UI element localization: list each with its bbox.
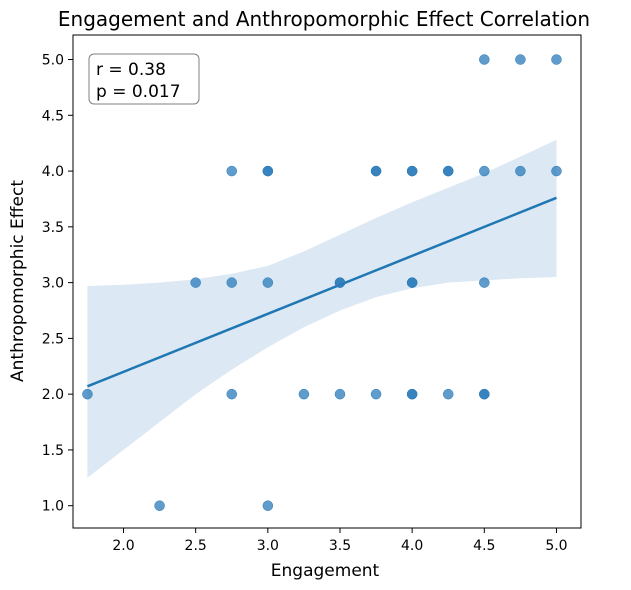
data-point (551, 54, 562, 65)
stats-annotation-r: r = 0.38 (96, 60, 166, 80)
y-tick-label: 4.0 (42, 164, 64, 180)
data-point (226, 388, 237, 400)
data-point (262, 277, 274, 288)
data-point (406, 277, 418, 288)
stats-annotation-p: p = 0.017 (96, 82, 181, 102)
data-point (226, 165, 237, 177)
x-tick-label: 4.5 (473, 538, 495, 554)
data-point (479, 165, 490, 177)
x-tick-label: 3.5 (329, 538, 351, 554)
data-point (334, 277, 346, 288)
x-tick-label: 4.0 (401, 538, 423, 554)
y-axis-ticks: 1.0 1.5 2.0 2.5 3.0 3.5 4.0 4.5 5.0 (42, 53, 73, 515)
data-point (515, 165, 526, 177)
data-point (370, 165, 382, 177)
data-point (82, 388, 93, 400)
y-tick-label: 1.0 (42, 499, 64, 515)
data-point (479, 277, 490, 288)
x-axis-label: Engagement (271, 561, 380, 581)
x-tick-label: 2.5 (185, 538, 207, 554)
regression-line (86, 196, 557, 388)
data-point (226, 277, 237, 288)
regression-line-layer (86, 196, 557, 388)
data-point (442, 388, 454, 400)
points-layer (82, 54, 562, 511)
chart-title: Engagement and Anthropomorphic Effect Co… (58, 7, 590, 31)
data-point (406, 165, 418, 177)
data-point (334, 388, 346, 400)
data-point (262, 165, 274, 177)
data-point (406, 388, 418, 400)
plot-frame (72, 34, 582, 529)
x-tick-label: 5.0 (545, 538, 567, 554)
data-point (154, 500, 165, 511)
x-axis-ticks: 2.0 2.5 3.0 3.5 4.0 4.5 5.0 (112, 528, 568, 554)
confidence-band (87, 139, 557, 478)
data-point (190, 277, 201, 288)
y-tick-label: 2.5 (42, 331, 64, 347)
confidence-band-layer (87, 139, 557, 478)
y-tick-label: 3.5 (42, 220, 64, 236)
data-point (298, 388, 310, 400)
data-point (479, 54, 490, 65)
data-point (515, 54, 526, 65)
data-point (262, 500, 274, 511)
y-tick-label: 2.0 (42, 387, 64, 403)
y-tick-label: 1.5 (42, 443, 64, 459)
x-tick-label: 3.0 (257, 538, 279, 554)
data-point (442, 165, 454, 177)
data-point (370, 388, 382, 400)
stats-annotation: r = 0.38 p = 0.017 (88, 53, 200, 105)
data-point (479, 388, 490, 400)
y-axis-label: Anthropomorphic Effect (8, 180, 28, 382)
x-tick-label: 2.0 (112, 538, 134, 554)
y-tick-label: 3.0 (42, 276, 64, 292)
y-tick-label: 5.0 (42, 53, 64, 69)
data-point (551, 165, 562, 177)
y-tick-label: 4.5 (42, 108, 64, 124)
stats-annotation-box (88, 53, 200, 105)
